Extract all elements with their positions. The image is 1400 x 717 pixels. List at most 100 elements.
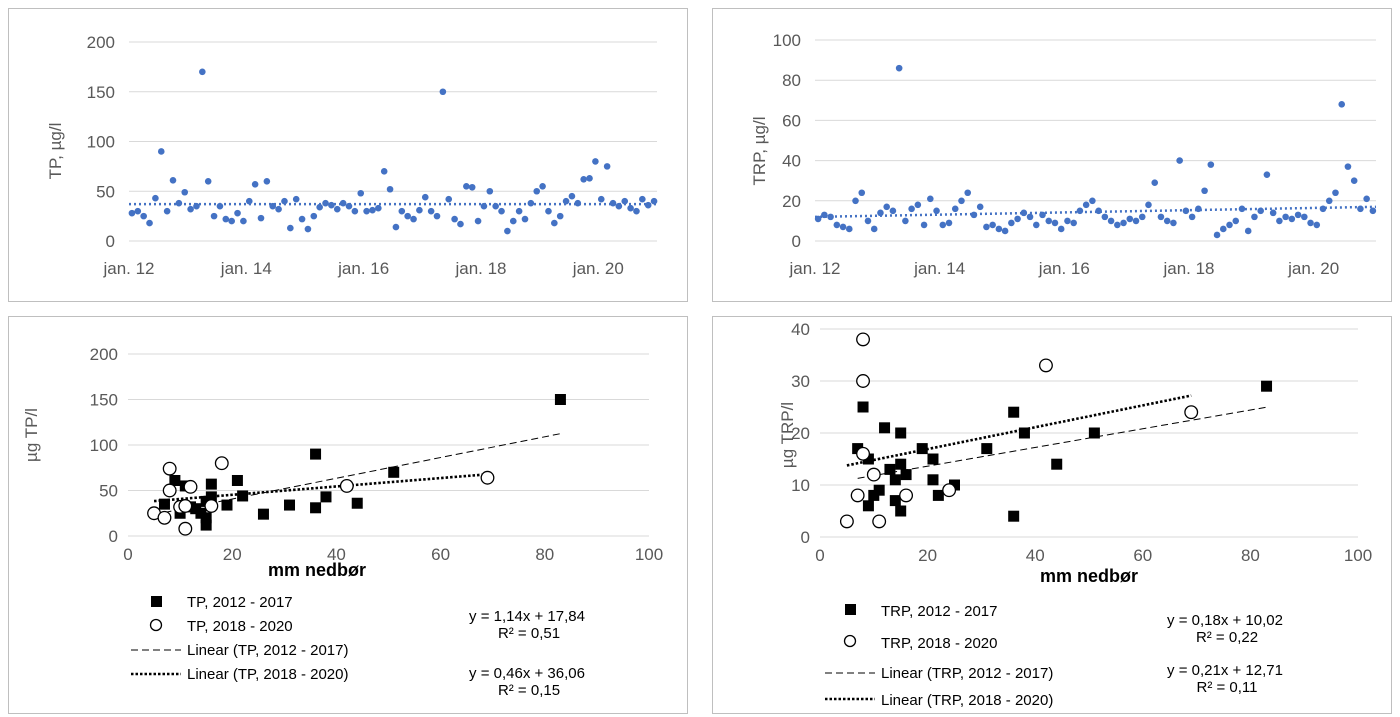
- y-tick-label: 150: [90, 391, 118, 410]
- data-point: [486, 187, 494, 195]
- data-point: [951, 205, 959, 213]
- data-point-circle: [480, 470, 495, 485]
- data-point: [251, 180, 259, 188]
- data-point-circle: [204, 499, 219, 513]
- data-point: [1076, 207, 1084, 215]
- y-tick-label: 0: [792, 232, 801, 251]
- data-point-circle: [157, 510, 172, 525]
- data-point: [210, 212, 218, 220]
- data-point-square: [1008, 406, 1020, 418]
- data-point: [833, 221, 841, 229]
- data-point: [269, 202, 277, 210]
- data-point: [545, 207, 552, 215]
- data-point: [1132, 217, 1140, 225]
- x-tick-label: jan. 14: [913, 259, 965, 278]
- data-point: [933, 207, 940, 215]
- data-point-square: [895, 505, 907, 517]
- y-tick-label: 80: [782, 71, 801, 90]
- data-point: [1101, 213, 1109, 221]
- data-point: [1089, 197, 1096, 205]
- data-point: [451, 215, 458, 223]
- data-point: [945, 219, 953, 227]
- legend-label-trend-1: Linear (TRP, 2012 - 2017): [881, 665, 1053, 682]
- data-point: [1126, 215, 1134, 223]
- data-point: [562, 197, 570, 205]
- data-point: [216, 202, 224, 210]
- equations: y = 0,18x + 10,02 R² = 0,22 y = 0,21x + …: [1167, 612, 1283, 696]
- legend-label-series-2: TRP, 2018 - 2020: [881, 635, 997, 652]
- r-squared-1: R² = 0,51: [498, 625, 560, 642]
- data-point: [181, 188, 189, 196]
- r-squared-2: R² = 0,11: [1196, 679, 1257, 696]
- trp-timeseries-panel: TRP, µg/l 0 20 40 60 80 100 jan. 12 jan. 14 jan.…: [712, 8, 1392, 302]
- data-point: [1338, 101, 1346, 108]
- y-axis-title: TP, µg/l: [46, 123, 65, 180]
- data-point-circle: [856, 446, 870, 461]
- data-point: [920, 221, 928, 229]
- x-tick-label: 0: [123, 545, 132, 564]
- legend-marker-square: [845, 604, 856, 615]
- data-point-circle: [183, 479, 198, 494]
- data-point-square: [900, 469, 912, 481]
- data-point: [410, 215, 417, 223]
- data-point: [463, 182, 470, 190]
- x-tick-label: jan. 18: [1162, 259, 1214, 278]
- data-point: [439, 88, 447, 96]
- data-point: [839, 223, 847, 231]
- y-tick-label: 100: [773, 31, 801, 50]
- legend-marker-circle: [149, 618, 163, 632]
- data-point: [964, 189, 972, 197]
- data-point: [1344, 163, 1352, 170]
- data-point-square: [879, 422, 891, 434]
- data-point: [1238, 205, 1246, 213]
- data-point: [1176, 157, 1183, 164]
- data-point: [895, 64, 903, 72]
- data-point: [304, 225, 312, 233]
- y-axis-title: TRP, µg/l: [750, 116, 769, 185]
- data-point: [457, 220, 464, 228]
- data-point-square: [949, 479, 960, 491]
- data-point-square: [932, 489, 944, 501]
- data-point: [539, 182, 546, 190]
- data-point: [644, 201, 652, 209]
- data-point-square: [895, 427, 907, 439]
- data-point: [1369, 207, 1377, 215]
- data-point: [1151, 179, 1159, 187]
- data-point-square: [351, 497, 363, 509]
- data-point-square: [1008, 510, 1020, 522]
- data-point-square: [1051, 458, 1063, 470]
- data-point: [639, 195, 646, 203]
- data-point: [298, 215, 306, 223]
- data-point: [322, 199, 329, 207]
- data-point: [1350, 177, 1358, 184]
- data-point: [574, 199, 582, 207]
- data-point: [234, 209, 241, 217]
- data-point: [292, 195, 300, 203]
- y-tick-label: 60: [782, 111, 801, 130]
- data-point: [468, 183, 476, 191]
- data-point: [310, 212, 318, 220]
- y-tick-label: 10: [791, 476, 810, 495]
- y-tick-label: 20: [782, 192, 801, 211]
- data-point: [1188, 213, 1196, 221]
- data-point: [204, 178, 212, 185]
- equation-2: y = 0,46x + 36,06: [469, 665, 585, 682]
- x-tick-label: 60: [1133, 546, 1152, 565]
- data-point: [1301, 213, 1308, 221]
- data-point-circle: [839, 514, 854, 529]
- data-point: [240, 217, 247, 225]
- data-point: [1107, 217, 1115, 225]
- data-point: [533, 187, 541, 195]
- data-point: [889, 207, 897, 215]
- data-point: [1082, 201, 1090, 209]
- data-point: [328, 201, 335, 209]
- data-point: [568, 192, 576, 200]
- data-point-square: [1018, 427, 1030, 439]
- y-tick-label: 0: [109, 527, 118, 546]
- data-point: [157, 148, 165, 155]
- data-point: [140, 212, 147, 220]
- data-point: [316, 203, 323, 211]
- data-point: [1207, 161, 1215, 168]
- y-tick-label: 200: [90, 345, 118, 364]
- data-point: [509, 217, 517, 225]
